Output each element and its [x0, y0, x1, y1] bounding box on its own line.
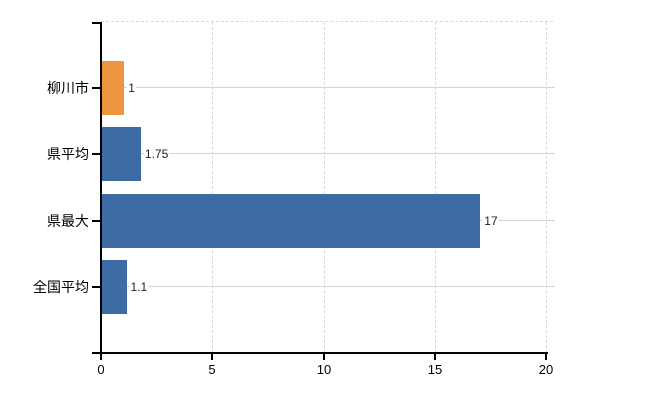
category-label: 柳川市 [47, 80, 89, 96]
x-axis-tick [434, 353, 436, 360]
value-label: 17 [483, 213, 499, 229]
y-axis-tick [92, 220, 101, 222]
row-gridline [102, 286, 555, 287]
y-axis-tick-top [92, 22, 101, 24]
y-axis-tick [92, 87, 101, 89]
row-gridline [102, 87, 555, 88]
category-label: 全国平均 [33, 279, 89, 295]
row-gridline [102, 153, 555, 154]
x-axis-line [92, 352, 548, 354]
x-axis-tick [323, 353, 325, 360]
vertical-gridline-15 [435, 22, 436, 353]
value-label: 1.75 [143, 146, 170, 162]
y-axis-tick [92, 153, 101, 155]
x-tick-label: 15 [427, 362, 443, 377]
category-label: 県最大 [47, 213, 89, 229]
bar [102, 127, 141, 181]
x-tick-label: 20 [538, 362, 554, 377]
category-label: 県平均 [47, 146, 89, 162]
vertical-gridline-5 [212, 22, 213, 353]
y-axis-line [100, 22, 102, 353]
value-label: 1 [127, 80, 136, 96]
x-axis-tick [545, 353, 547, 360]
vertical-gridline-20 [546, 22, 547, 353]
bar [102, 260, 127, 314]
x-tick-label: 0 [97, 362, 105, 377]
x-tick-label: 10 [316, 362, 332, 377]
value-label: 1.1 [129, 279, 149, 295]
bar [102, 194, 481, 248]
y-axis-tick-bottom [92, 352, 101, 354]
bar [102, 61, 125, 115]
x-axis-tick [211, 353, 213, 360]
y-axis-tick [92, 286, 101, 288]
x-axis-tick [100, 353, 102, 360]
vertical-gridline-10 [324, 22, 325, 353]
plot-top-border [101, 21, 553, 22]
x-tick-label: 5 [208, 362, 216, 377]
